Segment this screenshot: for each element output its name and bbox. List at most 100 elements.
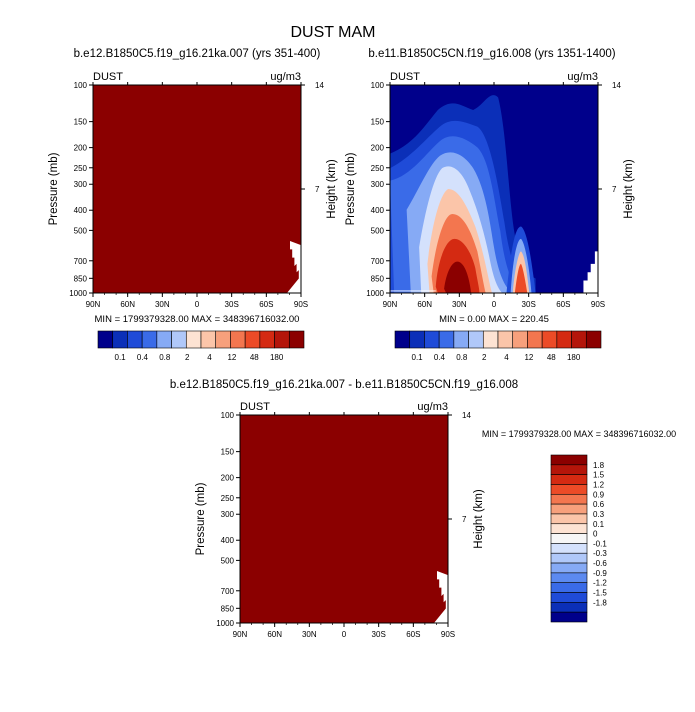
y2-tick-label: 7 (612, 185, 617, 194)
x-tick-label: 60S (556, 300, 570, 309)
colorbar-label: -1.5 (593, 589, 607, 598)
colorbar-label: -0.9 (593, 569, 607, 578)
colorbar-swatch (200, 330, 217, 349)
colorbar-swatch (550, 543, 588, 554)
field-fill (240, 415, 448, 623)
y-tick-label: 300 (221, 510, 235, 519)
units-label: ug/m3 (567, 71, 598, 83)
y-tick-label: 1000 (69, 289, 87, 298)
colorbar-label: 1.2 (593, 480, 605, 489)
y-tick-label: 200 (74, 144, 88, 153)
colorbar-swatch (512, 330, 528, 349)
y-tick-label: 200 (221, 474, 235, 483)
colorbar-swatch (550, 582, 588, 593)
x-tick-label: 90S (591, 300, 605, 309)
field-fill (93, 85, 301, 293)
colorbar-label: 2 (482, 353, 487, 362)
colorbar-label: 4 (207, 353, 212, 362)
colorbar-swatch (550, 523, 588, 534)
colorbar-label: 0.9 (593, 490, 605, 499)
y-tick-label: 150 (371, 118, 385, 127)
colorbar-swatch (550, 592, 588, 603)
variable-label: DUST (93, 71, 123, 83)
colorbar-swatch (550, 552, 588, 564)
panel-title: b.e12.B1850C5.f19_g16.21ka.007 (yrs 351-… (74, 48, 321, 60)
x-tick-label: 30N (452, 300, 467, 309)
y-tick-label: 1000 (216, 619, 234, 628)
y-tick-label: 250 (74, 164, 88, 173)
colorbar-swatch (556, 330, 572, 349)
y-axis-label: Pressure (mb) (345, 152, 357, 225)
x-tick-label: 60S (259, 300, 273, 309)
colorbar-label: 48 (250, 353, 259, 362)
colorbar-label: -0.3 (593, 549, 607, 558)
y2-axis-label: Height (km) (473, 489, 485, 549)
stats-text: MIN = 1799379328.00 MAX = 348396716032.0… (482, 429, 676, 439)
y-tick-label: 100 (221, 411, 235, 420)
colorbar-label: 0.8 (456, 353, 468, 362)
colorbar-swatch (394, 330, 411, 349)
x-tick-label: 0 (195, 300, 200, 309)
y-tick-label: 250 (221, 494, 235, 503)
y-tick-label: 300 (74, 180, 88, 189)
x-tick-label: 90N (86, 300, 101, 309)
colorbar-swatch (244, 330, 261, 349)
colorbar-label: 4 (504, 353, 509, 362)
colorbar-swatch (141, 330, 158, 349)
y-tick-label: 150 (221, 448, 235, 457)
colorbar-swatch (541, 330, 558, 349)
colorbar-swatch (230, 330, 246, 349)
colorbar-label: 0.4 (137, 353, 149, 362)
colorbar-swatch (550, 562, 588, 574)
colorbar-swatch (215, 330, 231, 349)
colorbar-label: 180 (567, 353, 581, 362)
x-tick-label: 60N (120, 300, 135, 309)
x-tick-label: 90S (294, 300, 308, 309)
y-tick-label: 850 (371, 274, 385, 283)
y-tick-label: 850 (74, 274, 88, 283)
y-tick-label: 150 (74, 118, 88, 127)
variable-label: DUST (240, 401, 270, 413)
colorbar-swatch (482, 330, 499, 349)
colorbar-label: -0.6 (593, 559, 607, 568)
colorbar-swatch (550, 474, 588, 485)
colorbar-swatch (550, 454, 588, 466)
y-tick-label: 500 (371, 226, 385, 235)
stats-text: MIN = 0.00 MAX = 220.45 (439, 314, 549, 325)
colorbar-label: 12 (524, 353, 533, 362)
colorbar-swatch (97, 330, 114, 349)
x-tick-label: 90N (383, 300, 398, 309)
y-tick-label: 400 (371, 206, 385, 215)
colorbar-swatch (424, 330, 440, 349)
colorbar-label: 1.8 (593, 461, 605, 470)
colorbar-swatch (156, 330, 172, 349)
y-tick-label: 400 (221, 536, 235, 545)
panel-2: b.e11.B1850C5CN.f19_g16.008 (yrs 1351-14… (345, 48, 635, 362)
colorbar-label: -1.2 (593, 579, 607, 588)
y2-tick-label: 14 (462, 411, 471, 420)
x-tick-label: 30N (155, 300, 170, 309)
colorbar-label: 0.1 (412, 353, 424, 362)
colorbar-swatch (468, 330, 484, 349)
colorbar-label: 0.3 (593, 510, 605, 519)
x-tick-label: 30S (225, 300, 239, 309)
figure-title: DUST MAM (290, 24, 375, 41)
colorbar-swatch (527, 330, 543, 349)
y2-axis-label: Height (km) (326, 159, 338, 219)
colorbar-label: 2 (185, 353, 190, 362)
y-tick-label: 1000 (366, 289, 384, 298)
units-label: ug/m3 (270, 71, 301, 83)
y-tick-label: 500 (221, 556, 235, 565)
colorbar-swatch (274, 330, 290, 349)
south-plume-contour (514, 263, 528, 293)
colorbar-swatch (453, 330, 469, 349)
colorbar-swatch (550, 611, 588, 623)
panel-1: b.e12.B1850C5.f19_g16.21ka.007 (yrs 351-… (48, 48, 338, 362)
colorbar-swatch (585, 330, 602, 349)
y-tick-label: 100 (74, 81, 88, 90)
y-tick-label: 200 (371, 144, 385, 153)
y-tick-label: 850 (221, 604, 235, 613)
colorbar-label: 0.8 (159, 353, 171, 362)
colorbar-swatch (571, 330, 587, 349)
